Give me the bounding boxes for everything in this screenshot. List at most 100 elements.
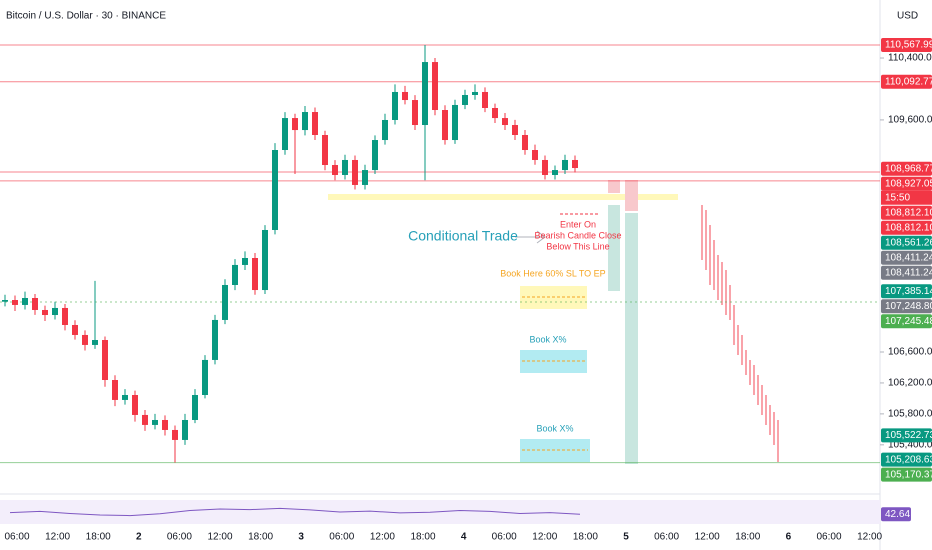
candle-body [502,118,508,126]
price-badge [881,452,932,467]
price-badge-label: 108,812.10 [885,207,932,218]
candle-body [212,319,218,360]
candle-body [422,62,428,126]
price-badge [881,467,932,482]
candle-body [532,150,538,160]
x-tick-label: 4 [461,532,467,543]
candle-body [292,118,298,131]
price-badge-label: 107,248.80 [885,301,932,312]
annotation: Book X% [529,334,566,344]
price-badge-label: 107,245.48 [885,316,932,327]
candle-body [522,134,528,151]
candle-body [462,94,468,105]
y-tick-label: 106,200.00 [888,378,932,389]
x-tick-label: 18:00 [573,532,598,543]
x-tick-label: 6 [786,532,792,543]
price-badge [881,428,932,443]
candle-body [432,62,438,111]
x-tick-label: 06:00 [816,532,841,543]
candle-body [62,307,68,325]
price-badge [881,220,932,235]
candle-body [442,110,448,141]
x-tick-label: 12:00 [370,532,395,543]
x-tick-label: 12:00 [695,532,720,543]
candle-body [202,359,208,396]
candle-body [112,379,118,400]
candle-body [172,429,178,440]
candle-body [92,339,98,345]
candle-body [42,309,48,316]
candle-body [302,112,308,131]
x-tick-label: 12:00 [45,532,70,543]
candle-body [342,159,348,175]
price-badge [881,299,932,314]
candle-body [282,118,288,151]
x-tick-label: 06:00 [167,532,192,543]
annotation: Book X% [536,423,573,433]
projection-candles [701,205,779,462]
countdown-badge [881,190,932,205]
candle-body [512,125,518,135]
x-tick-label: 2 [136,532,142,543]
price-badge-label: 110,567.99 [885,40,932,51]
price-badge [881,74,932,89]
price-badge [881,284,932,299]
candle-body [162,419,168,430]
candle-body [232,264,238,285]
currency: USD [897,11,918,22]
rsi-badge [881,507,911,522]
candle-body [242,257,248,265]
arrow [515,230,546,244]
candle-body [362,170,368,185]
x-tick-label: 12:00 [857,532,882,543]
candle-body [332,165,338,175]
candle-body [552,170,558,175]
candle-body [72,324,78,335]
candle-body [492,107,498,119]
candle-body [2,300,8,302]
price-badge-label: 105,170.37 [885,469,932,480]
candle-body [22,297,28,305]
candle-body [102,339,108,380]
candle-body [32,297,38,310]
price-badge [881,314,932,329]
candle-body [252,257,258,291]
candle-body [452,104,458,141]
candle-body [272,150,278,230]
candle-body [262,229,268,291]
candle-body [472,91,478,95]
y-tick-label: 110,400.00 [888,53,932,64]
candle-body [402,91,408,101]
price-badge-label: 105,522.73 [885,430,932,441]
y-tick-label: 106,600.00 [888,347,932,358]
candle-body [482,91,488,108]
x-tick-label: 3 [298,532,304,543]
price-badge [881,161,932,176]
price-badge-label: 108,812.10 [885,222,932,233]
countdown: 15:50 [885,192,910,203]
reward-box [608,205,620,291]
candle-body [182,419,188,440]
price-badge-label: 108,927.05 [885,178,932,189]
chart-title: Bitcoin / U.S. Dollar · 30 · BINANCE [6,11,166,22]
annotation: Book Here 60% SL TO EP [500,268,605,278]
x-tick-label: 18:00 [410,532,435,543]
x-tick-label: 06:00 [654,532,679,543]
price-badge-label: 108,561.26 [885,237,932,248]
candle-body [562,159,568,171]
x-tick-label: 12:00 [532,532,557,543]
x-tick-label: 5 [623,532,629,543]
x-tick-label: 06:00 [492,532,517,543]
y-tick-label: 105,400.00 [888,439,932,450]
price-badge-label: 110,092.77 [885,76,932,87]
price-badge-label: 108,411.24 [885,252,932,263]
candle-body [12,300,18,305]
candle-body [142,414,148,425]
price-badge [881,176,932,191]
x-tick-label: 12:00 [207,532,232,543]
price-badge [881,235,932,250]
price-badge [881,205,932,220]
price-badge-label: 105,208.63 [885,454,932,465]
candle-body [322,134,328,166]
